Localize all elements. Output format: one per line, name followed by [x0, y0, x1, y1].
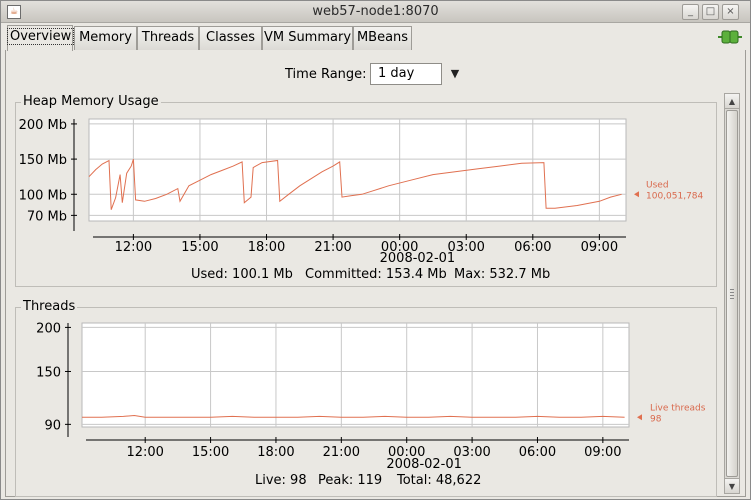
- threads-y-tick-label: 150: [36, 365, 61, 380]
- minimize-button[interactable]: _: [682, 4, 699, 20]
- connected-plug-icon: [718, 30, 742, 44]
- window-title: web57-node1:8070: [312, 4, 439, 19]
- chevron-down-icon[interactable]: ▼: [450, 67, 460, 80]
- heap-legend-value: 100,051,784: [646, 191, 704, 201]
- tab-overview[interactable]: Overview: [6, 25, 75, 51]
- threads-legend-label: Live threads: [650, 403, 706, 413]
- vertical-scrollbar[interactable]: ▲ ▼: [724, 93, 740, 494]
- heap-legend-label: Used: [646, 180, 669, 190]
- threads-x-tick-label: 21:00: [323, 445, 360, 460]
- heap-x-tick-label: 03:00: [447, 240, 484, 255]
- scroll-down-icon[interactable]: ▼: [725, 478, 739, 493]
- heap-y-tick-label: 150 Mb: [19, 153, 67, 168]
- heap-x-tick-label: 15:00: [181, 240, 218, 255]
- threads-date-label: 2008-02-01: [386, 457, 462, 472]
- maximize-button[interactable]: □: [702, 4, 719, 20]
- threads-summary-peak: Peak: 119: [318, 473, 383, 488]
- tab-overview-label: Overview: [6, 28, 75, 45]
- threads-title: Threads: [21, 299, 78, 314]
- threads-x-tick-label: 12:00: [126, 445, 163, 460]
- heap-y-tick-label: 70 Mb: [27, 209, 67, 224]
- heap-date-label: 2008-02-01: [380, 251, 456, 266]
- heap-memory-title: Heap Memory Usage: [21, 94, 161, 109]
- threads-summary-total: Total: 48,622: [397, 473, 482, 488]
- heap-summary-committed: Committed: 153.4 Mb: [305, 267, 447, 282]
- threads-group: [15, 307, 717, 497]
- heap-x-tick-label: 00:00: [381, 240, 418, 255]
- title-bar[interactable]: ☕ web57-node1:8070 _ □ ×: [1, 1, 750, 23]
- scroll-up-icon[interactable]: ▲: [725, 94, 739, 109]
- java-icon: ☕: [7, 5, 21, 19]
- threads-x-tick-label: 03:00: [453, 445, 490, 460]
- threads-x-tick-label: 06:00: [519, 445, 556, 460]
- threads-plot-area: [81, 322, 630, 428]
- heap-y-tick-label: 100 Mb: [19, 188, 67, 203]
- heap-memory-group: [15, 102, 717, 287]
- heap-summary-max: Max: 532.7 Mb: [454, 267, 551, 282]
- time-range-select[interactable]: 1 day: [370, 63, 442, 85]
- scroll-grip: [730, 289, 734, 299]
- heap-series-line: [88, 158, 622, 210]
- threads-x-tick-label: 00:00: [388, 445, 425, 460]
- tab-vm-summary[interactable]: VM Summary: [262, 26, 353, 50]
- heap-x-tick-label: 18:00: [248, 240, 285, 255]
- heap-y-tick-label: 200 Mb: [19, 118, 67, 133]
- heap-summary-used: Used: 100.1 Mb: [191, 267, 293, 282]
- threads-summary-live: Live: 98: [255, 473, 307, 488]
- threads-x-tick-label: 15:00: [192, 445, 229, 460]
- heap-legend-marker: [634, 191, 639, 198]
- threads-legend-marker: [637, 414, 642, 421]
- time-range-label: Time Range:: [285, 67, 367, 82]
- tab-classes[interactable]: Classes: [199, 26, 262, 50]
- threads-y-tick-label: 90: [44, 418, 61, 433]
- heap-x-tick-label: 21:00: [314, 240, 351, 255]
- heap-x-tick-label: 06:00: [514, 240, 551, 255]
- tab-mbeans[interactable]: MBeans: [353, 26, 412, 50]
- scroll-thumb[interactable]: [726, 110, 738, 477]
- heap-x-tick-label: 09:00: [581, 240, 618, 255]
- threads-x-tick-label: 09:00: [584, 445, 621, 460]
- threads-y-tick-label: 200: [36, 321, 61, 336]
- close-button[interactable]: ×: [722, 4, 739, 20]
- tab-memory[interactable]: Memory: [74, 26, 137, 50]
- tab-threads[interactable]: Threads: [137, 26, 199, 50]
- threads-legend-value: 98: [650, 414, 662, 424]
- heap-x-tick-label: 12:00: [115, 240, 152, 255]
- threads-x-tick-label: 18:00: [257, 445, 294, 460]
- threads-series-line: [82, 414, 625, 418]
- heap-plot-area: [88, 118, 627, 222]
